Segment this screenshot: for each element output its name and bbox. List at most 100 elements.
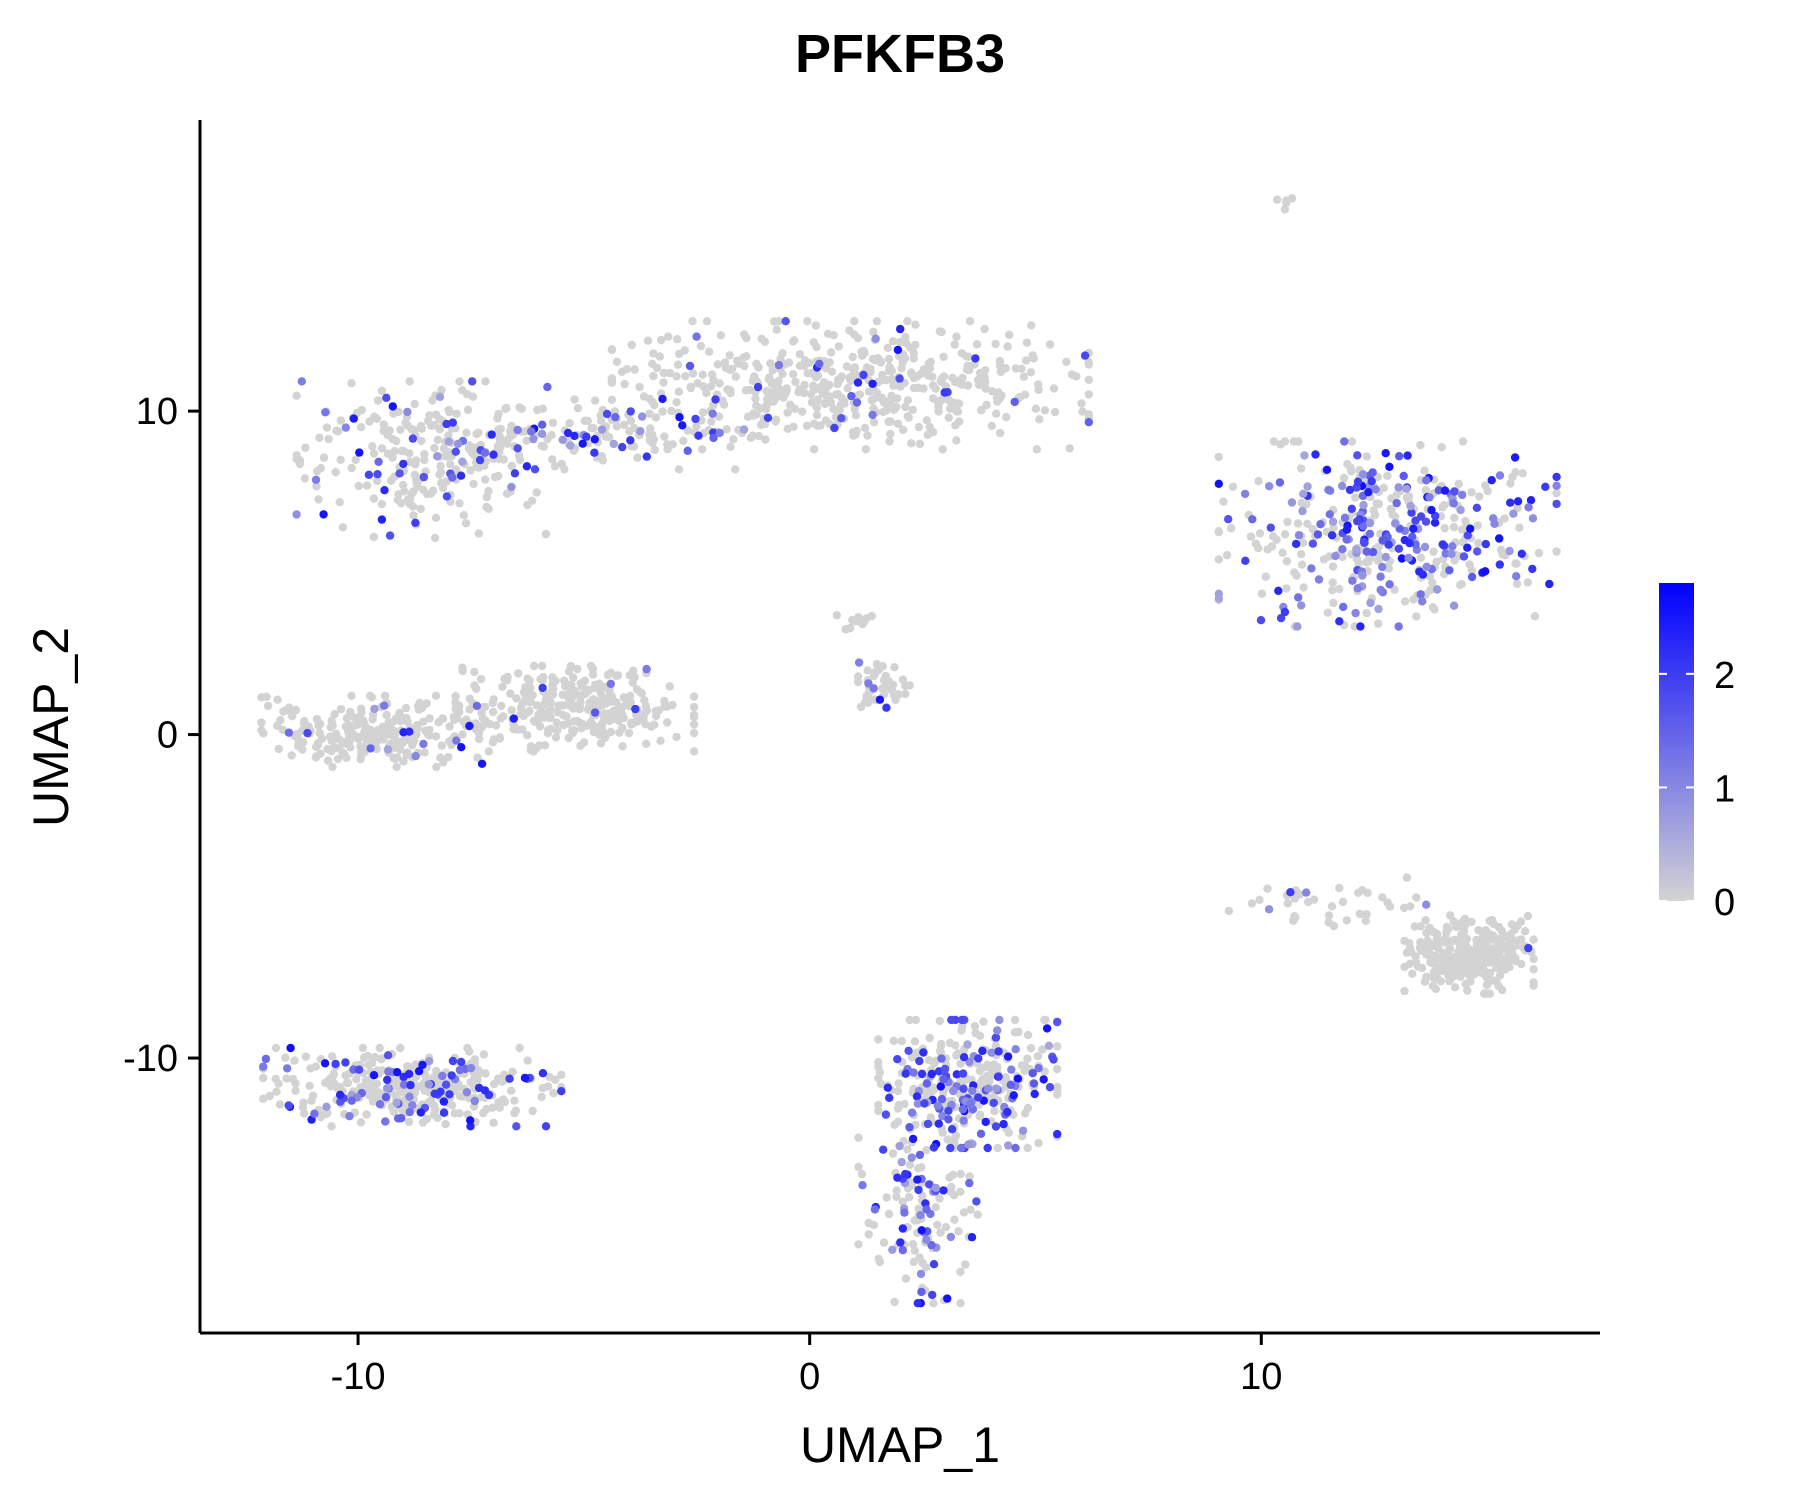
cell-point [444,405,453,415]
cell-point [765,373,774,382]
cell-point [1003,1107,1012,1117]
cell-point [766,359,775,368]
cell-point [503,439,512,448]
cell-point [917,1069,927,1079]
cell-point [1342,535,1351,544]
cell-point [680,346,689,355]
cell-point [1410,922,1420,931]
cell-point [696,342,706,351]
cell-point [1314,575,1324,584]
cell-point [854,390,863,400]
cell-point [596,739,606,748]
cell-point [940,388,949,397]
cell-point [484,486,493,496]
cell-point [971,1028,980,1038]
cell-point [739,425,749,434]
cell-point [455,499,464,508]
cell-point [563,428,573,438]
cell-point [472,701,482,711]
cell-point [715,428,724,438]
cell-point [615,728,624,737]
cell-point [1392,498,1401,508]
cell-point [322,423,332,432]
cell-point [320,1059,330,1068]
cell-point [833,389,842,399]
cell-point [1499,943,1509,952]
cell-point [936,376,945,385]
cell-point [731,372,740,381]
cell-point [956,1059,965,1069]
cell-point [1450,487,1459,496]
cell-point [418,717,428,726]
cell-point [294,739,303,748]
cell-point [495,734,505,743]
cell-point [507,1086,516,1095]
cell-point [707,370,717,379]
cell-point [541,1122,551,1131]
cell-point [905,1015,914,1025]
cell-point [474,734,484,744]
cell-point [1352,554,1362,564]
cell-point [366,744,375,753]
cell-point [1294,437,1303,446]
cell-point [1053,1042,1062,1051]
cell-point [291,705,301,715]
cell-point [774,376,783,385]
cell-point [405,1107,414,1117]
cell-point [891,695,900,705]
cell-point [893,1173,902,1182]
cell-point [357,704,366,713]
cell-point [936,1046,945,1056]
cell-point [482,502,491,512]
cell-point [1448,971,1457,981]
cell-point [893,1086,903,1096]
cell-point [672,398,681,407]
cell-point [958,1069,968,1078]
cell-point [379,420,389,429]
cell-point [944,1115,953,1124]
cell-point [574,702,583,711]
cell-point [850,617,860,626]
cell-point [1294,531,1304,540]
cell-point [466,1116,475,1125]
cell-point [1406,947,1416,957]
cell-point [1282,196,1291,205]
cell-point [805,358,814,367]
cell-point [445,1090,454,1099]
cell-point [1395,452,1404,461]
cell-point [851,411,861,420]
cell-point [1254,477,1263,486]
cell-point [432,1066,441,1076]
cell-point [989,1092,998,1102]
cell-point [929,1143,939,1152]
cell-point [489,1118,498,1128]
cell-point [1319,555,1329,564]
cell-point [1335,617,1344,626]
cell-point [872,317,882,326]
cell-point [395,743,404,752]
cell-point [574,718,583,727]
cell-point [685,361,695,371]
cell-point [257,718,266,727]
cell-point [1045,340,1055,349]
cell-point [863,666,872,675]
cell-point [1020,390,1030,399]
cell-point [872,660,882,669]
cell-point [898,1246,907,1255]
cell-point [1428,603,1438,612]
cell-point [373,470,382,479]
cell-point [917,369,926,378]
cell-point [1474,538,1483,548]
cell-point [573,664,582,674]
cell-point [952,1070,961,1079]
cell-point [848,352,857,362]
cell-point [515,1043,524,1053]
cell-point [1425,493,1434,502]
color-scale-tick-label: 1 [1714,768,1735,810]
cell-point [1338,545,1347,554]
cell-point [1495,560,1505,569]
color-scale-legend: 0 1 2 [1659,583,1735,924]
cell-point [629,666,638,675]
cell-point [845,326,854,335]
cell-point [383,745,393,754]
